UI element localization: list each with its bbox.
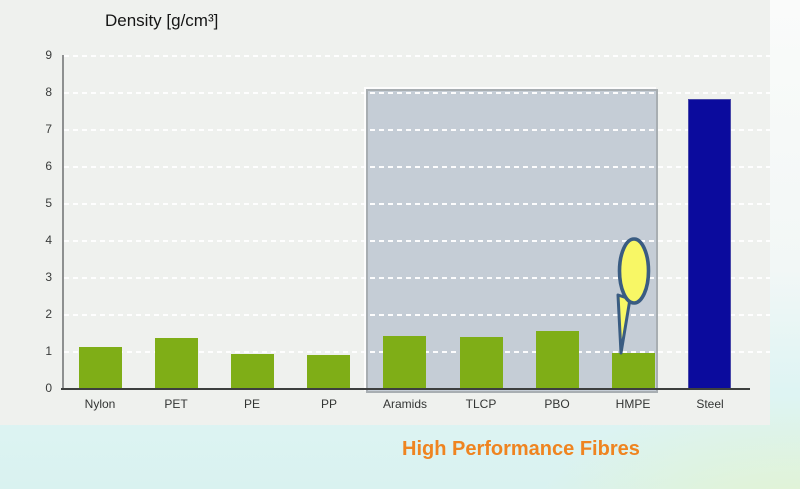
y-tick-label: 2 [18, 307, 52, 321]
y-tick-label: 9 [18, 48, 52, 62]
bar [688, 99, 731, 389]
category-label: Nylon [62, 397, 138, 411]
y-tick-label: 8 [18, 85, 52, 99]
category-label: HMPE [595, 397, 671, 411]
bar [231, 354, 274, 389]
category-label: PET [138, 397, 214, 411]
gridline [64, 203, 770, 205]
balloon-bubble [620, 239, 649, 303]
balloon-tail [618, 295, 630, 353]
bar [307, 355, 350, 389]
gridline [64, 240, 770, 242]
category-label: PBO [519, 397, 595, 411]
y-axis-line [62, 55, 64, 389]
gridline [64, 129, 770, 131]
bar [79, 347, 122, 389]
category-label: Steel [672, 397, 748, 411]
y-tick-label: 5 [18, 196, 52, 210]
y-tick-label: 0 [18, 381, 52, 395]
y-tick-label: 4 [18, 233, 52, 247]
x-axis-line [61, 388, 750, 390]
slide: Density [g/cm³] 0 1 2 3 4 5 6 7 8 9 NylonPETPEPPAr… [0, 0, 800, 489]
bar [536, 331, 579, 389]
gridline [64, 314, 770, 316]
bar [383, 336, 426, 389]
y-tick-label: 7 [18, 122, 52, 136]
category-label: PP [291, 397, 367, 411]
chart-panel: Density [g/cm³] 0 1 2 3 4 5 6 7 8 9 NylonPETPEPPAr… [0, 0, 770, 425]
category-label: TLCP [443, 397, 519, 411]
gridline [64, 92, 770, 94]
y-tick-label: 3 [18, 270, 52, 284]
bar [155, 338, 198, 389]
gridline [64, 166, 770, 168]
y-tick-label: 1 [18, 344, 52, 358]
gridline [64, 277, 770, 279]
category-label: PE [214, 397, 290, 411]
chart-title: Density [g/cm³] [105, 11, 218, 31]
y-tick-label: 6 [18, 159, 52, 173]
footer-label: High Performance Fibres [402, 438, 640, 461]
category-label: Aramids [367, 397, 443, 411]
gridline [64, 55, 770, 57]
balloon-callout-icon [609, 233, 659, 359]
bar [460, 337, 503, 389]
